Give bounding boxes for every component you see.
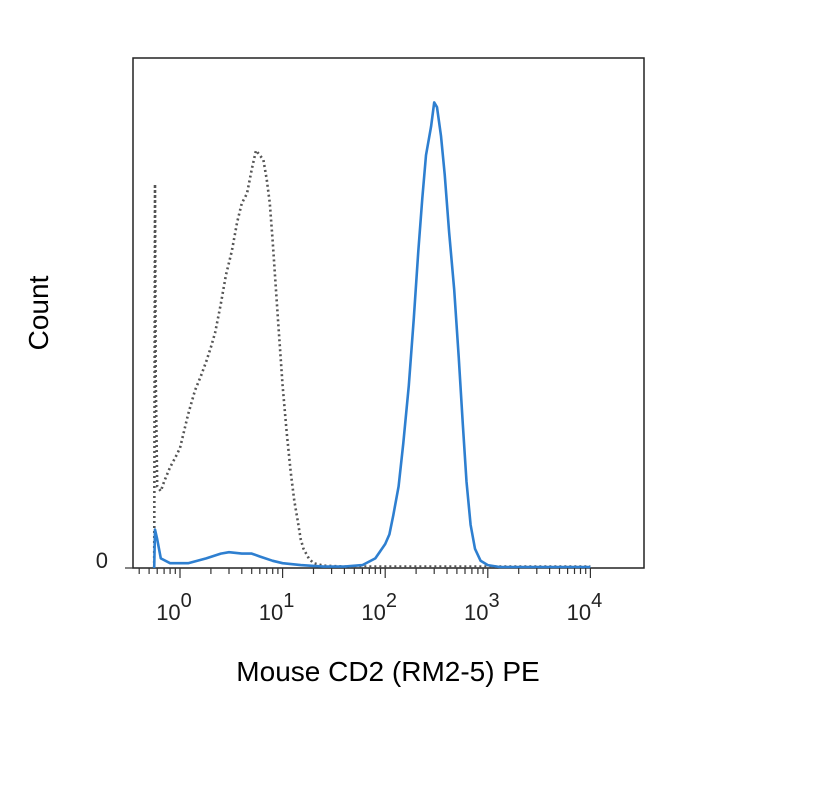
x-tick-label: 104 — [567, 590, 603, 625]
x-tick-label: 101 — [259, 590, 295, 625]
y-axis-label: Count — [23, 275, 54, 350]
x-tick-label: 102 — [361, 590, 397, 625]
y-tick-label-0: 0 — [96, 548, 108, 573]
x-axis-label: Mouse CD2 (RM2-5) PE — [236, 656, 539, 687]
x-tick-label: 100 — [156, 590, 192, 625]
series-layer — [152, 101, 591, 569]
series-line-control-dotted — [152, 149, 591, 569]
x-axis-tick-labels: 100 101 102 103 104 — [156, 590, 602, 625]
plot-frame — [132, 57, 645, 569]
x-tick-label: 103 — [464, 590, 500, 625]
series-line-stained-solid — [152, 101, 591, 569]
x-axis-ticks — [125, 567, 592, 578]
